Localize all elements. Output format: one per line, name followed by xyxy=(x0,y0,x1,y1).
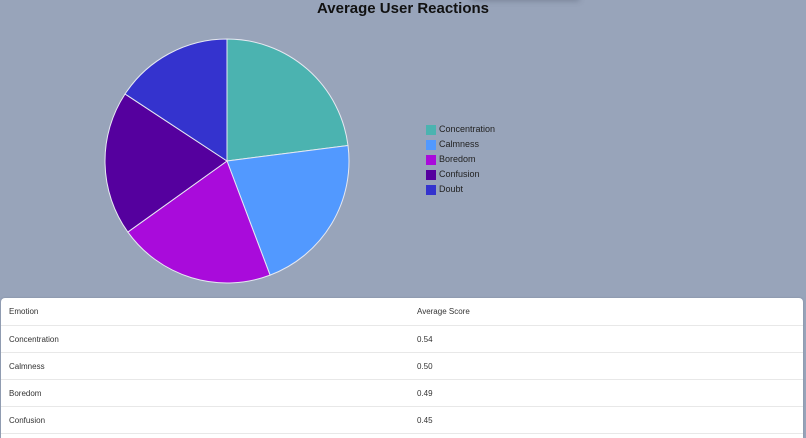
cell-emotion: Confusion xyxy=(1,406,417,434)
legend-swatch-icon xyxy=(426,139,436,150)
legend-item-concentration[interactable]: Concentration xyxy=(426,124,495,135)
header-average-score[interactable]: Average Score xyxy=(417,298,803,326)
legend-item-calmness[interactable]: Calmness xyxy=(426,139,495,150)
legend-item-confusion[interactable]: Confusion xyxy=(426,169,495,180)
cell-emotion: Calmness xyxy=(1,352,417,380)
legend-label: Calmness xyxy=(439,139,480,149)
legend-label: Doubt xyxy=(439,184,464,194)
pie-slice-doubt[interactable] xyxy=(124,38,228,162)
header-emotion[interactable]: Emotion xyxy=(1,298,417,326)
chart-legend: Concentration Calmness Boredom Confusion… xyxy=(426,124,495,195)
table-row: Boredom 0.49 xyxy=(1,379,803,407)
cell-score: 0.54 xyxy=(417,325,803,353)
legend-label: Confusion xyxy=(439,169,480,179)
legend-swatch-icon xyxy=(426,154,436,165)
pie-slice-calmness[interactable] xyxy=(226,144,350,276)
table-header-row: Emotion Average Score xyxy=(1,298,803,326)
legend-swatch-icon xyxy=(426,124,436,135)
legend-label: Boredom xyxy=(439,154,476,164)
pie-slice-concentration[interactable] xyxy=(226,38,349,162)
pie-slice-boredom[interactable] xyxy=(127,160,271,284)
legend-item-boredom[interactable]: Boredom xyxy=(426,154,495,165)
cell-emotion: Concentration xyxy=(1,325,417,353)
cell-score: 0.50 xyxy=(417,352,803,380)
legend-item-doubt[interactable]: Doubt xyxy=(426,184,495,195)
table-row: Calmness 0.50 xyxy=(1,352,803,380)
legend-label: Concentration xyxy=(439,124,496,134)
scores-table-card: Emotion Average Score Concentration 0.54… xyxy=(1,298,803,438)
legend-swatch-icon xyxy=(426,184,436,195)
pie-slice-confusion[interactable] xyxy=(104,93,228,233)
pie-chart xyxy=(100,34,354,288)
table-row: Confusion 0.45 xyxy=(1,406,803,434)
pie-svg xyxy=(104,38,350,284)
legend-swatch-icon xyxy=(426,169,436,180)
cell-score: 0.45 xyxy=(417,406,803,434)
scores-table: Emotion Average Score Concentration 0.54… xyxy=(1,298,803,434)
cell-emotion: Boredom xyxy=(1,379,417,407)
chart-title: Average User Reactions xyxy=(316,0,490,17)
cell-score: 0.49 xyxy=(417,379,803,407)
table-row: Concentration 0.54 xyxy=(1,325,803,353)
